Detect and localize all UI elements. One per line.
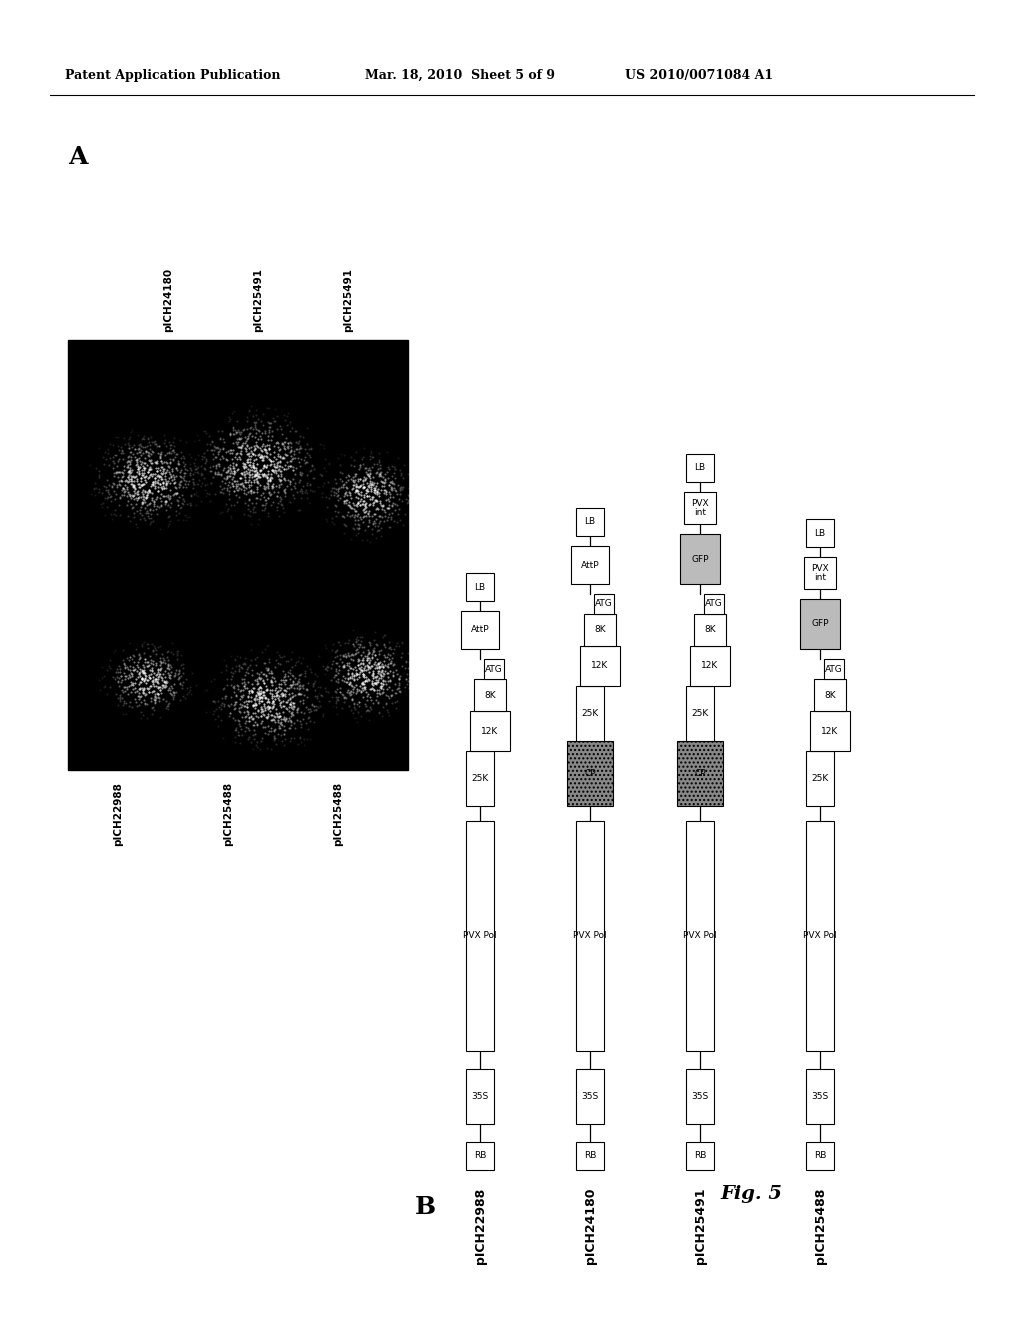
Text: pICH25491: pICH25491 bbox=[693, 1188, 707, 1265]
Bar bbox=[686, 686, 714, 741]
Text: ATG: ATG bbox=[485, 664, 503, 673]
Text: PVX Pol: PVX Pol bbox=[573, 932, 607, 940]
Text: 25K: 25K bbox=[471, 774, 488, 783]
Bar bbox=[461, 611, 499, 649]
Text: pICH24180: pICH24180 bbox=[163, 268, 173, 333]
Bar bbox=[575, 821, 604, 1051]
Text: RB: RB bbox=[474, 1151, 486, 1160]
Text: pICH22988: pICH22988 bbox=[473, 1188, 486, 1265]
Text: A: A bbox=[68, 145, 87, 169]
Text: PVX
int: PVX int bbox=[691, 499, 709, 516]
Bar bbox=[474, 678, 506, 711]
Text: 8K: 8K bbox=[824, 690, 836, 700]
Text: GFP: GFP bbox=[691, 554, 709, 564]
Bar bbox=[466, 821, 494, 1051]
Text: 8K: 8K bbox=[484, 690, 496, 700]
Text: CP: CP bbox=[694, 770, 706, 777]
Text: LB: LB bbox=[694, 463, 706, 473]
Bar bbox=[575, 1069, 604, 1125]
Text: RB: RB bbox=[814, 1151, 826, 1160]
Bar bbox=[806, 1069, 834, 1125]
Text: 12K: 12K bbox=[701, 661, 719, 671]
Text: 25K: 25K bbox=[582, 709, 599, 718]
Bar bbox=[68, 341, 408, 770]
Text: 35S: 35S bbox=[582, 1092, 599, 1101]
Text: pICH24180: pICH24180 bbox=[584, 1188, 597, 1265]
Bar bbox=[571, 546, 609, 583]
Text: RB: RB bbox=[694, 1151, 707, 1160]
Bar bbox=[684, 492, 716, 524]
Text: GFP: GFP bbox=[811, 619, 828, 628]
Text: pICH25488: pICH25488 bbox=[333, 781, 343, 846]
Bar bbox=[806, 751, 834, 807]
Text: 35S: 35S bbox=[691, 1092, 709, 1101]
Text: pICH25488: pICH25488 bbox=[813, 1188, 826, 1265]
Text: AttP: AttP bbox=[581, 561, 599, 569]
Bar bbox=[806, 519, 834, 546]
Bar bbox=[806, 821, 834, 1051]
Bar bbox=[686, 1069, 714, 1125]
Bar bbox=[810, 711, 850, 751]
Bar bbox=[690, 645, 730, 686]
Bar bbox=[484, 659, 504, 678]
Text: ATG: ATG bbox=[825, 664, 843, 673]
Bar bbox=[575, 1142, 604, 1170]
Bar bbox=[824, 659, 844, 678]
Bar bbox=[575, 508, 604, 536]
Text: pICH25491: pICH25491 bbox=[253, 268, 263, 333]
Text: PVX
int: PVX int bbox=[811, 565, 828, 582]
Text: Fig. 5: Fig. 5 bbox=[720, 1185, 782, 1203]
Text: ATG: ATG bbox=[595, 599, 613, 609]
Bar bbox=[686, 821, 714, 1051]
Bar bbox=[580, 645, 620, 686]
Bar bbox=[466, 1142, 494, 1170]
Text: CP: CP bbox=[584, 770, 596, 777]
Text: PVX Pol: PVX Pol bbox=[683, 932, 717, 940]
Text: LB: LB bbox=[474, 582, 485, 591]
Bar bbox=[686, 1142, 714, 1170]
Bar bbox=[466, 1069, 494, 1125]
Text: pICH22988: pICH22988 bbox=[113, 781, 123, 846]
Text: AttP: AttP bbox=[471, 626, 489, 635]
Bar bbox=[804, 557, 836, 589]
Text: 25K: 25K bbox=[811, 774, 828, 783]
Text: PVX Pol: PVX Pol bbox=[803, 932, 837, 940]
Text: PVX Pol: PVX Pol bbox=[463, 932, 497, 940]
Text: 12K: 12K bbox=[592, 661, 608, 671]
Bar bbox=[814, 678, 846, 711]
Bar bbox=[705, 594, 724, 614]
Bar bbox=[575, 686, 604, 741]
Text: Mar. 18, 2010  Sheet 5 of 9: Mar. 18, 2010 Sheet 5 of 9 bbox=[365, 69, 555, 82]
Bar bbox=[584, 614, 616, 645]
Text: US 2010/0071084 A1: US 2010/0071084 A1 bbox=[625, 69, 773, 82]
Text: LB: LB bbox=[814, 528, 825, 537]
Text: LB: LB bbox=[585, 517, 596, 527]
Bar bbox=[466, 573, 494, 601]
Text: B: B bbox=[415, 1195, 436, 1218]
Text: ATG: ATG bbox=[706, 599, 723, 609]
Bar bbox=[466, 751, 494, 807]
Text: 8K: 8K bbox=[705, 626, 716, 635]
Text: 35S: 35S bbox=[811, 1092, 828, 1101]
Bar bbox=[594, 594, 614, 614]
Text: 35S: 35S bbox=[471, 1092, 488, 1101]
Text: 8K: 8K bbox=[594, 626, 606, 635]
Text: 12K: 12K bbox=[821, 726, 839, 735]
Text: 25K: 25K bbox=[691, 709, 709, 718]
Text: 12K: 12K bbox=[481, 726, 499, 735]
Bar bbox=[677, 741, 723, 807]
Bar bbox=[567, 741, 613, 807]
Bar bbox=[694, 614, 726, 645]
Bar bbox=[680, 535, 720, 583]
Text: pICH25488: pICH25488 bbox=[223, 781, 233, 846]
Text: RB: RB bbox=[584, 1151, 596, 1160]
Text: pICH25491: pICH25491 bbox=[343, 268, 353, 333]
Text: Patent Application Publication: Patent Application Publication bbox=[65, 69, 281, 82]
Bar bbox=[470, 711, 510, 751]
Bar bbox=[806, 1142, 834, 1170]
Bar bbox=[800, 599, 840, 649]
Bar bbox=[686, 454, 714, 482]
